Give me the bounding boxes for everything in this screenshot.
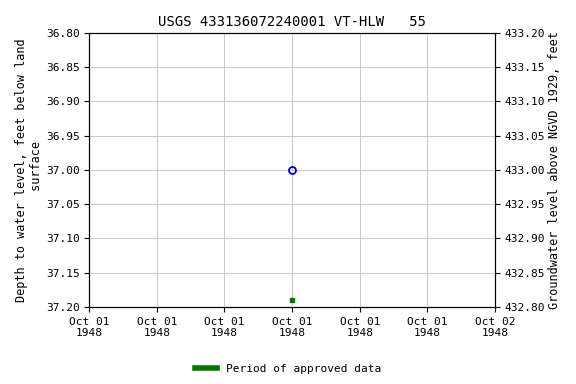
Title: USGS 433136072240001 VT-HLW   55: USGS 433136072240001 VT-HLW 55 — [158, 15, 426, 29]
Y-axis label: Depth to water level, feet below land
 surface: Depth to water level, feet below land su… — [15, 38, 43, 302]
Y-axis label: Groundwater level above NGVD 1929, feet: Groundwater level above NGVD 1929, feet — [548, 31, 561, 309]
Legend: Period of approved data: Period of approved data — [191, 359, 385, 379]
